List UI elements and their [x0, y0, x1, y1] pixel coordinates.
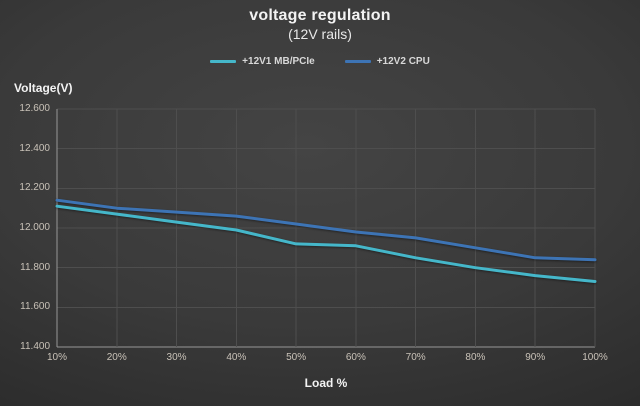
y-tick-label: 11.400 [20, 341, 50, 352]
y-tick-label: 11.600 [20, 301, 50, 313]
x-tick-label: 60% [345, 352, 366, 363]
y-axis-title: Voltage(V) [14, 81, 73, 95]
x-tick-label: 10% [46, 352, 67, 363]
y-tick-label: 12.400 [19, 142, 50, 154]
y-tick-label: 12.200 [19, 182, 50, 194]
chart-subtitle: (12V rails) [288, 26, 352, 42]
series-line-12v2-cpu [55, 198, 597, 262]
chart-title: voltage regulation [249, 7, 391, 24]
y-tick-label: 12.000 [19, 222, 50, 233]
plot-svg [55, 108, 597, 348]
x-tick-label: 20% [106, 352, 127, 363]
y-tick-label: 11.800 [20, 261, 50, 273]
legend-swatch [344, 60, 371, 63]
legend-item-12v2: +12V2 CPU [344, 56, 430, 67]
x-tick-label: 50% [286, 352, 307, 363]
x-tick-label: 80% [465, 352, 486, 363]
legend-label: +12V2 CPU [376, 56, 430, 67]
x-tick-label: 90% [525, 352, 546, 363]
x-tick-label: 100% [582, 352, 608, 363]
y-tick-label: 12.600 [19, 103, 50, 114]
x-tick-label: 30% [166, 352, 187, 363]
legend-item-12v1: +12V1 MB/PCIe [210, 56, 315, 67]
x-tick-label: 40% [226, 352, 247, 363]
x-axis-title: Load % [304, 376, 348, 390]
x-tick-label: 70% [405, 352, 426, 363]
legend: +12V1 MB/PCIe +12V2 CPU [0, 56, 640, 67]
legend-label: +12V1 MB/PCIe [242, 56, 315, 67]
series-line-12v1-mb-pcie [55, 204, 597, 283]
legend-swatch [210, 60, 237, 63]
